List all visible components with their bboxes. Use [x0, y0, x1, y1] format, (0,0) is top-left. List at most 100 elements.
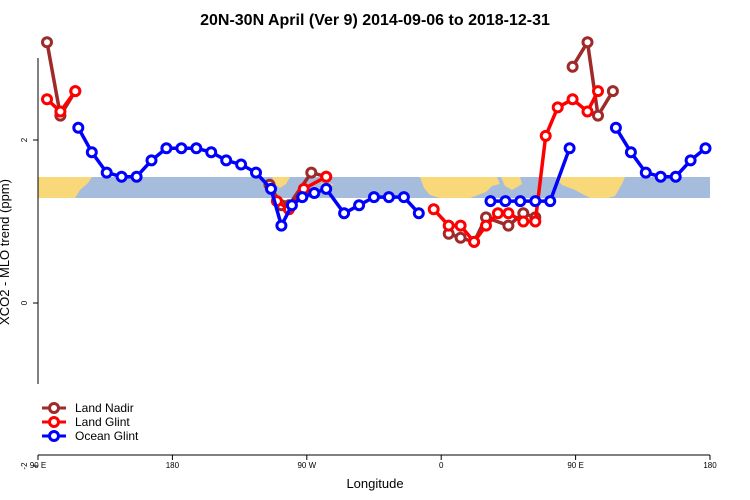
- map-land-red-sea: [497, 177, 507, 192]
- data-point-land-glint: [442, 219, 455, 232]
- map-land-mexico: [272, 177, 290, 188]
- data-point-ocean-glint: [145, 154, 158, 167]
- series-line-land-glint-1: [275, 175, 328, 212]
- data-point-ocean-glint: [368, 191, 380, 204]
- map-land-india: [555, 177, 625, 198]
- data-point-ocean-glint: [175, 142, 188, 155]
- x-tick-label-0: 90 E: [30, 461, 46, 470]
- data-point-land-glint: [468, 235, 481, 248]
- data-point-ocean-glint: [609, 121, 622, 134]
- y-axis-label: XCO2 - MLO trend (ppm): [0, 179, 12, 325]
- series-line-land-glint-2: [432, 90, 600, 244]
- data-point-ocean-glint: [353, 199, 366, 212]
- data-point-ocean-glint: [382, 191, 395, 204]
- x-tick-label-1: 180: [166, 461, 180, 470]
- x-tick-label-4: 90 E: [567, 461, 583, 470]
- map-land-africa-arabia: [420, 177, 522, 198]
- y-tick-label-0: -2: [20, 462, 29, 470]
- x-tick-label-2: 90 W: [297, 461, 316, 470]
- y-axis: -20246: [20, 58, 39, 470]
- data-point-ocean-glint: [265, 182, 277, 195]
- data-point-ocean-glint: [85, 146, 98, 159]
- data-point-ocean-glint: [699, 142, 712, 155]
- data-point-land-glint: [517, 215, 530, 228]
- legend-label-ocean-glint: Ocean Glint: [75, 429, 139, 443]
- data-point-land-glint: [427, 203, 440, 216]
- data-point-land-glint: [54, 105, 67, 118]
- data-point-ocean-glint: [220, 154, 233, 167]
- data-point-land-nadir: [566, 60, 579, 73]
- series-line-land-nadir-3: [571, 40, 615, 118]
- legend-marker-ocean-glint: [48, 430, 60, 442]
- legend-label-land-glint: Land Glint: [75, 415, 130, 429]
- data-point-land-glint: [592, 85, 604, 98]
- data-point-ocean-glint: [308, 187, 321, 199]
- data-point-ocean-glint: [684, 154, 697, 167]
- data-point-land-nadir: [502, 219, 515, 232]
- data-point-ocean-glint: [275, 219, 288, 232]
- data-point-land-nadir: [606, 85, 619, 98]
- series-land-nadir: [41, 36, 619, 248]
- data-point-land-nadir: [592, 109, 604, 122]
- data-point-ocean-glint: [160, 142, 173, 155]
- data-point-ocean-glint: [338, 207, 351, 220]
- series-land-glint: [41, 85, 604, 248]
- x-tick-label-3: 0: [439, 461, 444, 470]
- data-point-ocean-glint: [624, 146, 637, 159]
- data-point-land-glint: [539, 129, 552, 142]
- data-point-ocean-glint: [235, 158, 248, 171]
- data-point-ocean-glint: [205, 146, 218, 159]
- legend-label-land-nadir: Land Nadir: [75, 401, 134, 415]
- data-point-ocean-glint: [320, 182, 333, 195]
- data-point-land-glint: [551, 101, 564, 114]
- legend-marker-land-glint: [48, 416, 60, 428]
- data-point-land-glint: [41, 93, 53, 106]
- data-point-ocean-glint: [397, 191, 410, 204]
- chart-title: 20N-30N April (Ver 9) 2014-09-06 to 2018…: [200, 12, 550, 29]
- map-ocean: [38, 177, 710, 198]
- data-point-ocean-glint: [100, 166, 113, 179]
- series-ocean-glint: [72, 121, 712, 232]
- data-point-ocean-glint: [115, 170, 128, 183]
- legend-marker-land-nadir: [48, 402, 60, 414]
- data-point-ocean-glint: [669, 170, 682, 183]
- data-point-ocean-glint: [563, 142, 576, 155]
- data-point-land-glint: [69, 85, 82, 98]
- world-map-strip: [38, 177, 710, 198]
- map-land-asia-west: [38, 177, 92, 198]
- data-point-ocean-glint: [484, 195, 497, 208]
- data-point-ocean-glint: [250, 166, 262, 179]
- data-point-land-nadir: [41, 36, 53, 49]
- data-point-land-glint: [491, 207, 504, 220]
- data-point-ocean-glint: [529, 195, 542, 208]
- data-point-ocean-glint: [499, 195, 512, 208]
- data-point-ocean-glint: [514, 195, 527, 208]
- data-point-land-glint: [320, 170, 333, 183]
- x-axis-label: Longitude: [346, 476, 403, 491]
- data-point-ocean-glint: [285, 199, 298, 212]
- data-point-land-glint: [581, 105, 594, 118]
- data-point-ocean-glint: [190, 142, 203, 155]
- data-point-land-nadir: [305, 166, 318, 179]
- data-point-ocean-glint: [412, 207, 425, 220]
- data-point-ocean-glint: [639, 166, 652, 179]
- data-point-ocean-glint: [130, 170, 143, 183]
- data-point-land-glint: [454, 219, 467, 232]
- y-tick-label-2: 2: [20, 137, 29, 142]
- data-point-land-glint: [502, 207, 515, 220]
- data-point-land-glint: [480, 219, 492, 232]
- series-line-ocean-glint-0: [76, 126, 421, 228]
- x-axis: 90 E 180 90 W 0 90 E 180: [30, 454, 717, 470]
- data-point-ocean-glint: [544, 195, 557, 208]
- legend: Land Nadir Land Glint Ocean Glint: [42, 401, 139, 443]
- y-tick-label-1: 0: [20, 300, 29, 305]
- data-point-land-nadir: [581, 36, 594, 49]
- data-point-ocean-glint: [296, 191, 309, 204]
- data-point-land-nadir: [454, 231, 467, 244]
- data-point-ocean-glint: [72, 121, 85, 134]
- data-point-land-glint: [566, 93, 579, 106]
- x-tick-label-5: 180: [703, 461, 717, 470]
- data-point-land-glint: [529, 215, 542, 228]
- series-layer: [41, 36, 712, 248]
